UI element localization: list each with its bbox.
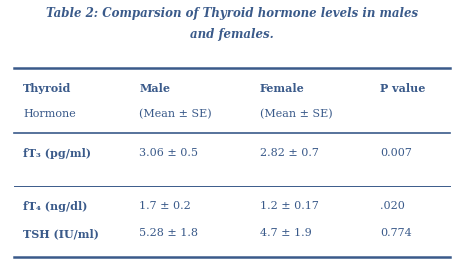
Text: P value: P value <box>380 83 425 95</box>
Text: Female: Female <box>259 83 304 95</box>
Text: 5.28 ± 1.8: 5.28 ± 1.8 <box>139 228 198 238</box>
Text: 2.82 ± 0.7: 2.82 ± 0.7 <box>259 148 318 158</box>
Text: 4.7 ± 1.9: 4.7 ± 1.9 <box>259 228 311 238</box>
Text: 0.774: 0.774 <box>380 228 411 238</box>
Text: (Mean ± SE): (Mean ± SE) <box>139 109 212 119</box>
Text: Male: Male <box>139 83 170 95</box>
Text: Hormone: Hormone <box>23 109 76 119</box>
Text: 1.7 ± 0.2: 1.7 ± 0.2 <box>139 201 191 211</box>
Text: fT₃ (pg/ml): fT₃ (pg/ml) <box>23 148 91 160</box>
Text: and females.: and females. <box>190 28 273 41</box>
Text: .020: .020 <box>380 201 405 211</box>
Text: (Mean ± SE): (Mean ± SE) <box>259 109 332 119</box>
Text: Thyroid: Thyroid <box>23 83 71 95</box>
Text: Table 2: Comparsion of Thyroid hormone levels in males: Table 2: Comparsion of Thyroid hormone l… <box>46 7 417 20</box>
Text: 0.007: 0.007 <box>380 148 412 158</box>
Text: 1.2 ± 0.17: 1.2 ± 0.17 <box>259 201 318 211</box>
Text: fT₄ (ng/dl): fT₄ (ng/dl) <box>23 201 88 213</box>
Text: 3.06 ± 0.5: 3.06 ± 0.5 <box>139 148 198 158</box>
Text: TSH (IU/ml): TSH (IU/ml) <box>23 228 99 239</box>
